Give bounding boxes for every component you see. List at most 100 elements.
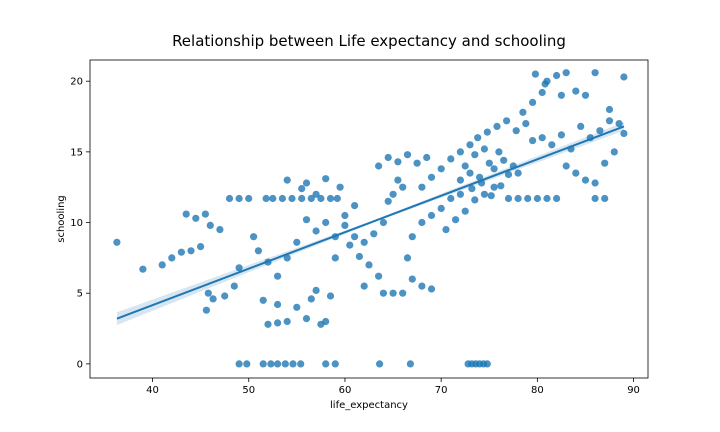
data-point bbox=[408, 233, 416, 241]
y-tick-label: 20 bbox=[70, 77, 83, 88]
data-point bbox=[406, 360, 414, 368]
x-axis-ticks: 40 50 60 70 80 90 bbox=[146, 378, 640, 396]
data-point bbox=[524, 194, 532, 203]
data-point bbox=[302, 179, 311, 187]
x-tick-label: 60 bbox=[339, 385, 352, 396]
x-tick-label: 70 bbox=[435, 385, 448, 396]
data-point bbox=[177, 248, 185, 256]
data-point bbox=[113, 238, 121, 246]
data-point bbox=[264, 320, 272, 328]
data-point bbox=[225, 194, 234, 203]
data-point bbox=[312, 286, 320, 294]
data-point bbox=[331, 360, 339, 368]
data-point bbox=[620, 73, 628, 81]
data-point bbox=[254, 247, 262, 255]
data-point bbox=[302, 315, 311, 323]
data-point bbox=[531, 70, 540, 78]
data-point bbox=[389, 289, 397, 297]
data-point bbox=[442, 226, 450, 234]
data-point bbox=[562, 162, 570, 170]
data-point bbox=[283, 317, 291, 326]
data-point bbox=[418, 218, 426, 227]
data-point bbox=[490, 183, 498, 191]
data-point bbox=[375, 162, 383, 170]
x-tick-label: 90 bbox=[627, 385, 640, 396]
data-point bbox=[307, 295, 315, 303]
data-point bbox=[533, 194, 542, 203]
data-point bbox=[351, 202, 359, 210]
data-point bbox=[360, 238, 368, 246]
data-point bbox=[288, 194, 296, 203]
regression-line bbox=[116, 125, 625, 320]
data-point bbox=[298, 185, 306, 193]
data-point bbox=[399, 289, 407, 297]
y-tick-label: 5 bbox=[77, 289, 83, 300]
data-point bbox=[346, 241, 354, 249]
data-point bbox=[512, 127, 520, 135]
data-point bbox=[418, 282, 426, 290]
data-point bbox=[503, 117, 511, 125]
data-point bbox=[269, 194, 277, 203]
data-point bbox=[399, 183, 407, 191]
data-point bbox=[235, 194, 243, 203]
data-point bbox=[423, 153, 431, 162]
data-point bbox=[577, 122, 585, 130]
axes-frame bbox=[89, 59, 649, 379]
data-point bbox=[543, 194, 551, 203]
y-tick-label: 10 bbox=[70, 218, 83, 229]
data-point bbox=[394, 158, 402, 166]
data-point bbox=[341, 211, 349, 220]
data-point bbox=[408, 275, 416, 283]
data-point bbox=[201, 210, 209, 218]
data-point bbox=[298, 194, 306, 203]
data-point bbox=[168, 254, 176, 262]
data-point bbox=[452, 216, 460, 224]
data-point bbox=[514, 169, 522, 177]
data-point bbox=[557, 91, 566, 99]
data-point bbox=[355, 252, 363, 261]
data-point bbox=[581, 176, 590, 184]
data-point bbox=[461, 162, 469, 170]
data-point bbox=[437, 165, 445, 173]
data-point bbox=[322, 218, 330, 227]
data-point bbox=[601, 194, 609, 203]
data-point bbox=[504, 170, 513, 179]
data-point bbox=[591, 69, 599, 77]
data-point bbox=[221, 292, 229, 300]
data-point bbox=[456, 176, 464, 184]
data-point bbox=[610, 148, 618, 156]
data-point bbox=[471, 196, 479, 204]
data-point bbox=[522, 120, 530, 128]
data-point bbox=[493, 122, 501, 130]
data-point bbox=[562, 69, 570, 77]
data-point bbox=[322, 317, 330, 326]
data-point bbox=[427, 285, 436, 293]
data-point bbox=[317, 194, 325, 203]
y-axis-label: schooling bbox=[56, 195, 67, 243]
data-point bbox=[447, 194, 455, 203]
data-point bbox=[572, 169, 580, 177]
data-point bbox=[413, 159, 421, 167]
data-point bbox=[461, 207, 469, 215]
x-axis-label: life_expectancy bbox=[330, 400, 408, 411]
data-point bbox=[553, 71, 561, 80]
data-point bbox=[158, 261, 166, 269]
data-point bbox=[541, 80, 549, 88]
data-point bbox=[379, 218, 387, 227]
data-point bbox=[591, 194, 599, 203]
x-tick-label: 80 bbox=[531, 385, 544, 396]
data-point bbox=[548, 141, 556, 149]
data-point bbox=[466, 141, 474, 149]
data-point bbox=[471, 151, 479, 159]
chart-title: Relationship between Life expectancy and… bbox=[172, 32, 566, 50]
data-point bbox=[202, 306, 210, 314]
data-point bbox=[283, 176, 291, 184]
data-point bbox=[437, 204, 445, 212]
data-point bbox=[274, 300, 282, 309]
data-point bbox=[384, 153, 392, 162]
data-point bbox=[474, 134, 482, 142]
data-point bbox=[466, 169, 474, 177]
data-point bbox=[427, 173, 436, 181]
data-point bbox=[504, 194, 513, 203]
data-point bbox=[307, 194, 315, 203]
